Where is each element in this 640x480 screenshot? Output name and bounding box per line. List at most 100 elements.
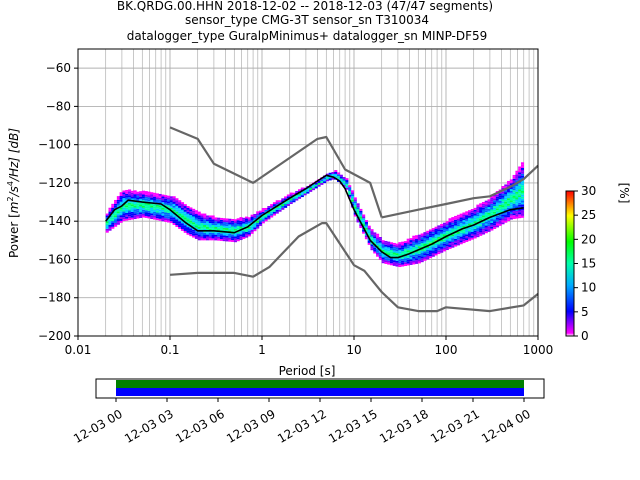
density-cell — [342, 184, 346, 187]
density-cell — [158, 207, 162, 210]
density-cell — [440, 245, 444, 247]
density-cell — [417, 242, 421, 245]
density-cell — [484, 202, 488, 205]
density-cell — [147, 195, 151, 198]
density-cell — [236, 231, 240, 234]
density-cell — [454, 229, 458, 232]
density-cell — [186, 229, 190, 231]
density-cell — [309, 186, 313, 189]
density-cell — [356, 205, 360, 208]
density-cell — [192, 231, 196, 234]
density-cell — [437, 227, 441, 230]
density-cell — [167, 220, 171, 223]
density-cell — [150, 199, 154, 202]
density-cell — [376, 245, 380, 248]
ylabel-base: m — [7, 202, 21, 214]
density-cell — [183, 207, 187, 210]
density-cell — [409, 261, 413, 264]
density-cell — [495, 210, 499, 213]
density-cell — [445, 242, 449, 245]
density-cell — [172, 215, 176, 218]
density-cell — [284, 198, 288, 201]
density-cell — [490, 219, 494, 221]
density-cell — [420, 235, 424, 238]
density-cell — [417, 255, 421, 258]
density-cell — [381, 259, 385, 262]
density-cell — [481, 213, 486, 216]
density-cell — [133, 194, 137, 197]
density-cell — [412, 252, 416, 255]
density-cell — [197, 228, 201, 231]
density-cell — [401, 241, 405, 244]
density-cell — [362, 224, 366, 226]
density-cell — [253, 213, 257, 216]
density-cell — [303, 189, 307, 192]
density-cell — [423, 247, 427, 250]
density-cell — [161, 213, 165, 216]
density-cell — [493, 217, 497, 220]
density-cell — [512, 178, 516, 181]
density-cell — [520, 198, 525, 201]
density-cell — [465, 215, 469, 218]
density-cell — [130, 217, 134, 220]
y-tick-label: −100 — [38, 138, 71, 152]
density-cell — [507, 203, 511, 206]
density-cell — [228, 218, 232, 221]
density-cell — [214, 221, 218, 224]
density-cell — [364, 227, 368, 230]
density-cell — [289, 198, 293, 201]
density-cell — [233, 223, 237, 225]
density-cell — [239, 218, 243, 221]
density-cell — [292, 198, 296, 201]
density-cell — [520, 171, 525, 174]
density-cell — [412, 239, 416, 242]
density-cell — [512, 194, 516, 196]
density-cell — [431, 235, 435, 238]
density-cell — [339, 178, 343, 181]
density-cell — [141, 213, 146, 216]
density-cell — [479, 205, 483, 208]
density-cell — [264, 219, 268, 222]
density-cell — [208, 230, 212, 233]
density-cell — [141, 200, 146, 203]
density-cell — [465, 228, 469, 231]
density-cell — [169, 217, 173, 220]
density-cell — [468, 231, 472, 234]
ylabel-pre: Power [ — [7, 213, 21, 258]
density-cell — [192, 214, 196, 217]
density-cell — [431, 251, 435, 253]
density-cell — [189, 228, 193, 231]
density-cell — [401, 256, 405, 259]
density-cell — [250, 224, 254, 227]
density-cell — [150, 196, 154, 198]
density-cell — [515, 214, 519, 217]
density-cell — [194, 215, 198, 218]
density-cell — [456, 216, 460, 219]
density-cell — [231, 222, 235, 225]
density-cell — [130, 196, 134, 199]
density-cell — [434, 245, 438, 248]
density-cell — [448, 239, 452, 242]
density-cell — [217, 232, 221, 235]
density-cell — [442, 237, 447, 240]
density-cell — [275, 200, 279, 203]
density-cell — [440, 243, 444, 246]
density-cell — [373, 236, 377, 239]
density-cell — [150, 203, 154, 206]
density-cell — [409, 257, 413, 260]
density-cell — [147, 193, 151, 196]
density-cell — [331, 172, 335, 174]
density-cell — [359, 212, 363, 215]
density-cell — [504, 193, 508, 196]
density-cell — [426, 234, 430, 237]
density-cell — [442, 239, 447, 242]
density-cell — [323, 179, 327, 182]
density-cell — [473, 217, 477, 220]
density-cell — [470, 233, 474, 236]
density-cell — [437, 244, 441, 247]
density-cell — [320, 182, 324, 185]
density-cell — [130, 209, 134, 212]
density-cell — [141, 215, 146, 218]
density-cell — [111, 224, 115, 227]
density-cell — [406, 257, 410, 260]
